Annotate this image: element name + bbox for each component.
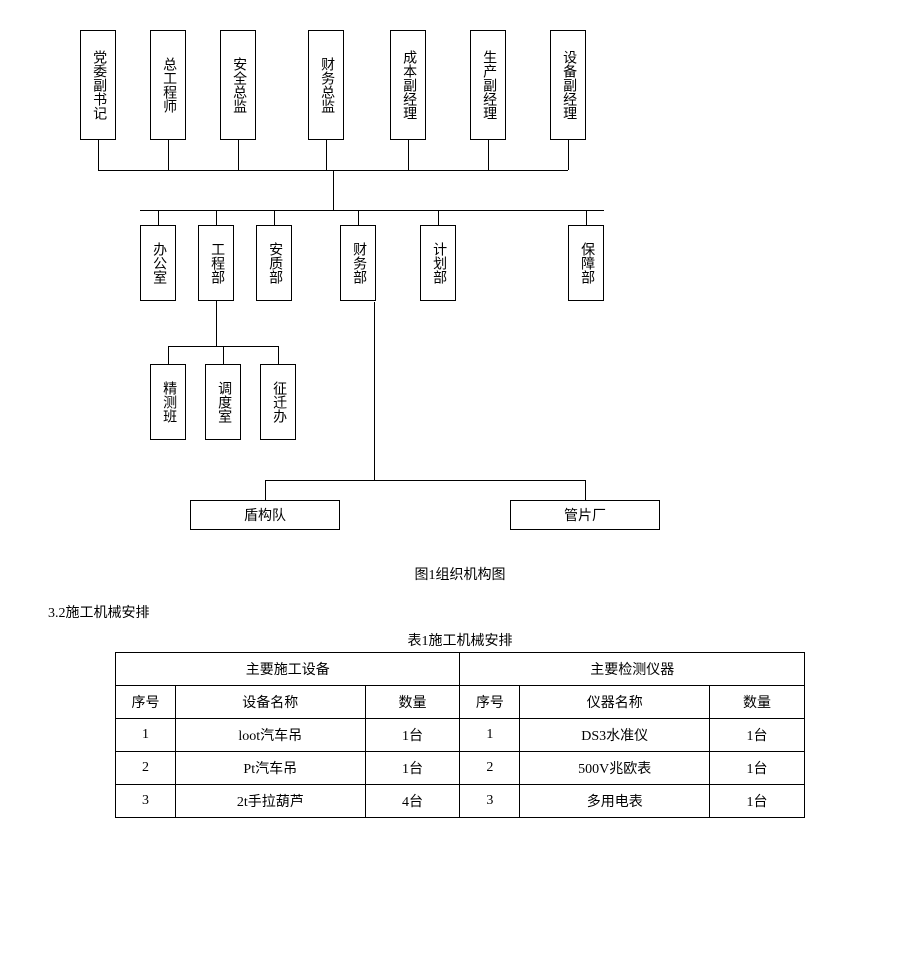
org-node: 安质部 xyxy=(256,225,292,301)
org-node: 党委副书记 xyxy=(80,30,116,140)
connector-v xyxy=(358,210,359,225)
col-device: 设备名称 xyxy=(175,686,365,719)
table-row: 1loot汽车吊1台1DS3水准仪1台 xyxy=(116,719,805,752)
table-cell: 3 xyxy=(116,785,176,818)
connector-h xyxy=(265,480,585,481)
section-title: 3.2施工机械安排 xyxy=(48,602,920,622)
equipment-table: 主要施工设备 主要检测仪器 序号 设备名称 数量 序号 仪器名称 数量 1loo… xyxy=(115,652,805,818)
figure-caption: 图1组织机构图 xyxy=(0,564,920,584)
table-cell: 1台 xyxy=(710,752,805,785)
left-group-header: 主要施工设备 xyxy=(116,653,460,686)
right-group-header: 主要检测仪器 xyxy=(460,653,805,686)
table-cell: 1台 xyxy=(365,752,460,785)
table-cell: 1 xyxy=(116,719,176,752)
table-cell: 2t手拉葫芦 xyxy=(175,785,365,818)
org-node: 生产副经理 xyxy=(470,30,506,140)
col-seq-left: 序号 xyxy=(116,686,176,719)
col-qty-left: 数量 xyxy=(365,686,460,719)
col-instr: 仪器名称 xyxy=(520,686,710,719)
org-node: 成本副经理 xyxy=(390,30,426,140)
org-node: 办公室 xyxy=(140,225,176,301)
connector-v xyxy=(438,210,439,225)
table-cell: loot汽车吊 xyxy=(175,719,365,752)
connector-v xyxy=(326,140,327,170)
table-cell: 3 xyxy=(460,785,520,818)
table-header-group: 主要施工设备 主要检测仪器 xyxy=(116,653,805,686)
connector-h xyxy=(140,210,604,211)
col-seq-right: 序号 xyxy=(460,686,520,719)
table-cell: 1台 xyxy=(710,719,805,752)
connector-v xyxy=(274,210,275,225)
org-node: 征迁办 xyxy=(260,364,296,440)
table-caption: 表1施工机械安排 xyxy=(0,630,920,650)
connector-v xyxy=(223,346,224,364)
org-node: 安全总监 xyxy=(220,30,256,140)
col-qty-right: 数量 xyxy=(710,686,805,719)
table-cell: DS3水准仪 xyxy=(520,719,710,752)
org-node: 精测班 xyxy=(150,364,186,440)
connector-v xyxy=(586,210,587,225)
org-node: 计划部 xyxy=(420,225,456,301)
table-row: 2Pt汽车吊1台2500V兆欧表1台 xyxy=(116,752,805,785)
connector-v xyxy=(488,140,489,170)
org-node: 调度室 xyxy=(205,364,241,440)
connector-v xyxy=(278,346,279,364)
connector-v xyxy=(98,140,99,170)
table-row: 32t手拉葫芦4台3多用电表1台 xyxy=(116,785,805,818)
connector-v xyxy=(408,140,409,170)
org-node: 保障部 xyxy=(568,225,604,301)
org-node: 财务部 xyxy=(340,225,376,301)
connector-v xyxy=(158,210,159,225)
connector-v xyxy=(168,346,169,364)
connector-v xyxy=(216,210,217,225)
table-cell: 500V兆欧表 xyxy=(520,752,710,785)
connector-v xyxy=(168,140,169,170)
org-node: 管片厂 xyxy=(510,500,660,530)
table-cell: 1 xyxy=(460,719,520,752)
org-node: 设备副经理 xyxy=(550,30,586,140)
org-node: 盾构队 xyxy=(190,500,340,530)
connector-v xyxy=(374,302,375,480)
org-node: 工程部 xyxy=(198,225,234,301)
connector-v xyxy=(265,480,266,500)
connector-v xyxy=(238,140,239,170)
table-cell: 1台 xyxy=(710,785,805,818)
table-cell: 2 xyxy=(460,752,520,785)
connector-v xyxy=(585,480,586,500)
table-header-row: 序号 设备名称 数量 序号 仪器名称 数量 xyxy=(116,686,805,719)
table-cell: 多用电表 xyxy=(520,785,710,818)
table-cell: 1台 xyxy=(365,719,460,752)
table-cell: 4台 xyxy=(365,785,460,818)
connector-v xyxy=(568,140,569,170)
table-cell: 2 xyxy=(116,752,176,785)
org-node: 财务总监 xyxy=(308,30,344,140)
connector-v xyxy=(216,301,217,346)
org-node: 总工程师 xyxy=(150,30,186,140)
table-cell: Pt汽车吊 xyxy=(175,752,365,785)
org-chart: 党委副书记总工程师安全总监 财务总监 成本副经理 生产副经理 设备副经理办公室工程部安质… xyxy=(0,0,920,560)
connector-v xyxy=(333,170,334,210)
